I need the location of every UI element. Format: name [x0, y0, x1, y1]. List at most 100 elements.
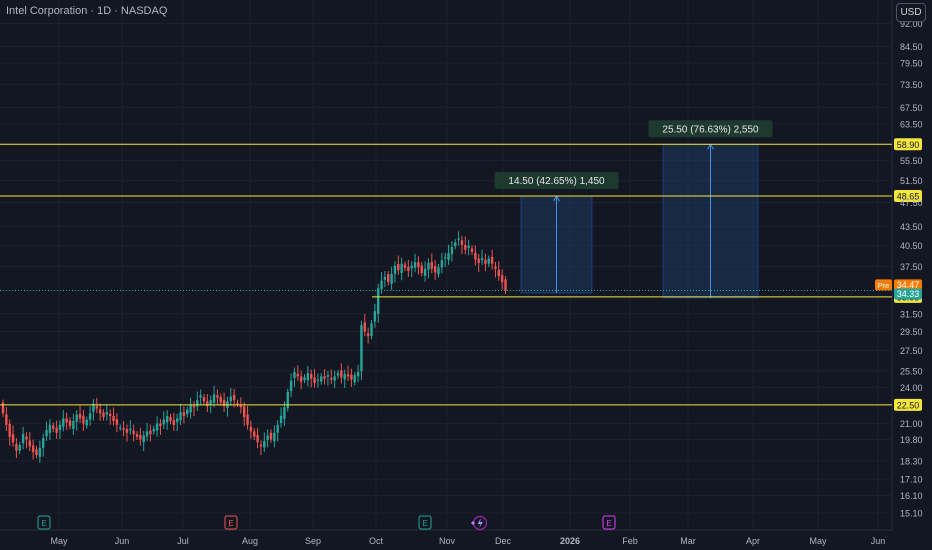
candle	[58, 420, 62, 439]
candle-body	[460, 240, 464, 246]
candle-body	[55, 427, 58, 433]
candle	[142, 430, 145, 452]
time-tick-label: Feb	[622, 536, 638, 546]
currency-button[interactable]: USD	[896, 3, 926, 22]
candle-body	[145, 431, 149, 437]
event-letter: E	[228, 519, 233, 528]
candle	[330, 369, 333, 385]
candle-body	[293, 372, 296, 379]
price-tick-label: 17.10	[900, 475, 923, 485]
candle-body	[259, 444, 263, 447]
candle-body	[303, 377, 306, 381]
candle	[477, 253, 480, 272]
candle-body	[139, 434, 142, 440]
price-tick-label: 21.00	[900, 419, 923, 429]
candle	[155, 416, 159, 437]
candle	[75, 410, 78, 431]
lightning-icon	[477, 518, 483, 528]
event-marker: E	[224, 515, 238, 530]
candle	[427, 258, 430, 279]
candle	[209, 395, 212, 414]
candle-body	[387, 274, 390, 283]
candle	[119, 424, 122, 431]
candle-body	[155, 423, 159, 431]
candle-body	[360, 325, 363, 372]
candle-body	[480, 258, 484, 261]
price-tick-label: 79.50	[900, 59, 923, 69]
candle	[18, 441, 21, 454]
time-tick-label: Sep	[305, 536, 321, 546]
candle-body	[42, 438, 45, 448]
candle	[149, 424, 152, 442]
price-tick-label: 31.50	[900, 309, 923, 319]
time-axis[interactable]: May Jun Jul Aug Sep Oct Nov Dec 2026 Feb Mar Apr May…	[50, 536, 885, 546]
price-tick-label: 29.50	[900, 327, 923, 337]
candle-body	[320, 376, 323, 382]
last-price-label: 34.33	[897, 289, 920, 299]
candle	[480, 249, 484, 265]
candle-body	[497, 269, 500, 277]
candle	[122, 421, 125, 437]
candle-body	[159, 423, 162, 427]
candle	[313, 369, 316, 388]
candle-body	[363, 322, 366, 332]
candle	[219, 393, 222, 406]
event-badge	[602, 515, 616, 530]
candle	[490, 249, 494, 270]
candle	[45, 421, 48, 441]
candle-body	[440, 260, 444, 268]
measurements[interactable]: 14.50 (42.65%) 1,450 25.50 (76.63%) 2,550	[494, 120, 773, 299]
time-tick-label: May	[50, 536, 68, 546]
candle	[62, 409, 65, 432]
candle-body	[229, 396, 232, 402]
measure-label: 25.50 (76.63%) 2,550	[662, 124, 759, 135]
candle-body	[243, 406, 246, 418]
candle-body	[427, 262, 430, 270]
candle	[1, 399, 5, 417]
event-badge	[418, 515, 432, 530]
candle	[293, 367, 296, 387]
candle	[109, 409, 112, 425]
candle-body	[340, 370, 343, 378]
candle	[289, 373, 293, 398]
measure-range: 25.50 (76.63%) 2,550	[648, 120, 773, 299]
sparkle-icon	[471, 521, 475, 525]
level-badge	[894, 190, 922, 203]
candle	[65, 412, 68, 430]
candle	[276, 420, 279, 442]
candle-body	[165, 415, 169, 423]
candle	[25, 432, 28, 449]
candle-body	[417, 262, 420, 268]
event-letter: E	[606, 519, 611, 528]
price-axis[interactable]: 92.00 84.50 79.50 73.50 67.50 63.50 55.50 51.50…	[900, 19, 923, 518]
candle-body	[102, 412, 105, 418]
candle-body	[266, 435, 269, 440]
candle-body	[353, 375, 356, 383]
candle	[283, 401, 286, 427]
pre-price-badge	[894, 279, 922, 291]
candle	[253, 428, 256, 441]
candle	[21, 426, 25, 450]
candle	[360, 320, 363, 380]
candle-body	[125, 429, 129, 433]
candle-body	[132, 430, 135, 435]
price-level: 48.65	[0, 190, 922, 203]
candle	[256, 427, 259, 449]
candle-body	[370, 323, 373, 337]
candle	[370, 320, 373, 340]
price-level: 22.50	[0, 398, 922, 411]
candle	[484, 253, 487, 272]
candle	[92, 399, 95, 421]
candle	[165, 410, 169, 430]
candle-body	[403, 264, 407, 268]
candle-body	[430, 262, 433, 269]
time-tick-label: 2026	[560, 536, 580, 546]
candle-body	[464, 245, 467, 250]
candle	[115, 413, 119, 433]
candle-body	[172, 420, 176, 425]
candle-body	[484, 259, 487, 264]
candle-body	[279, 415, 283, 424]
